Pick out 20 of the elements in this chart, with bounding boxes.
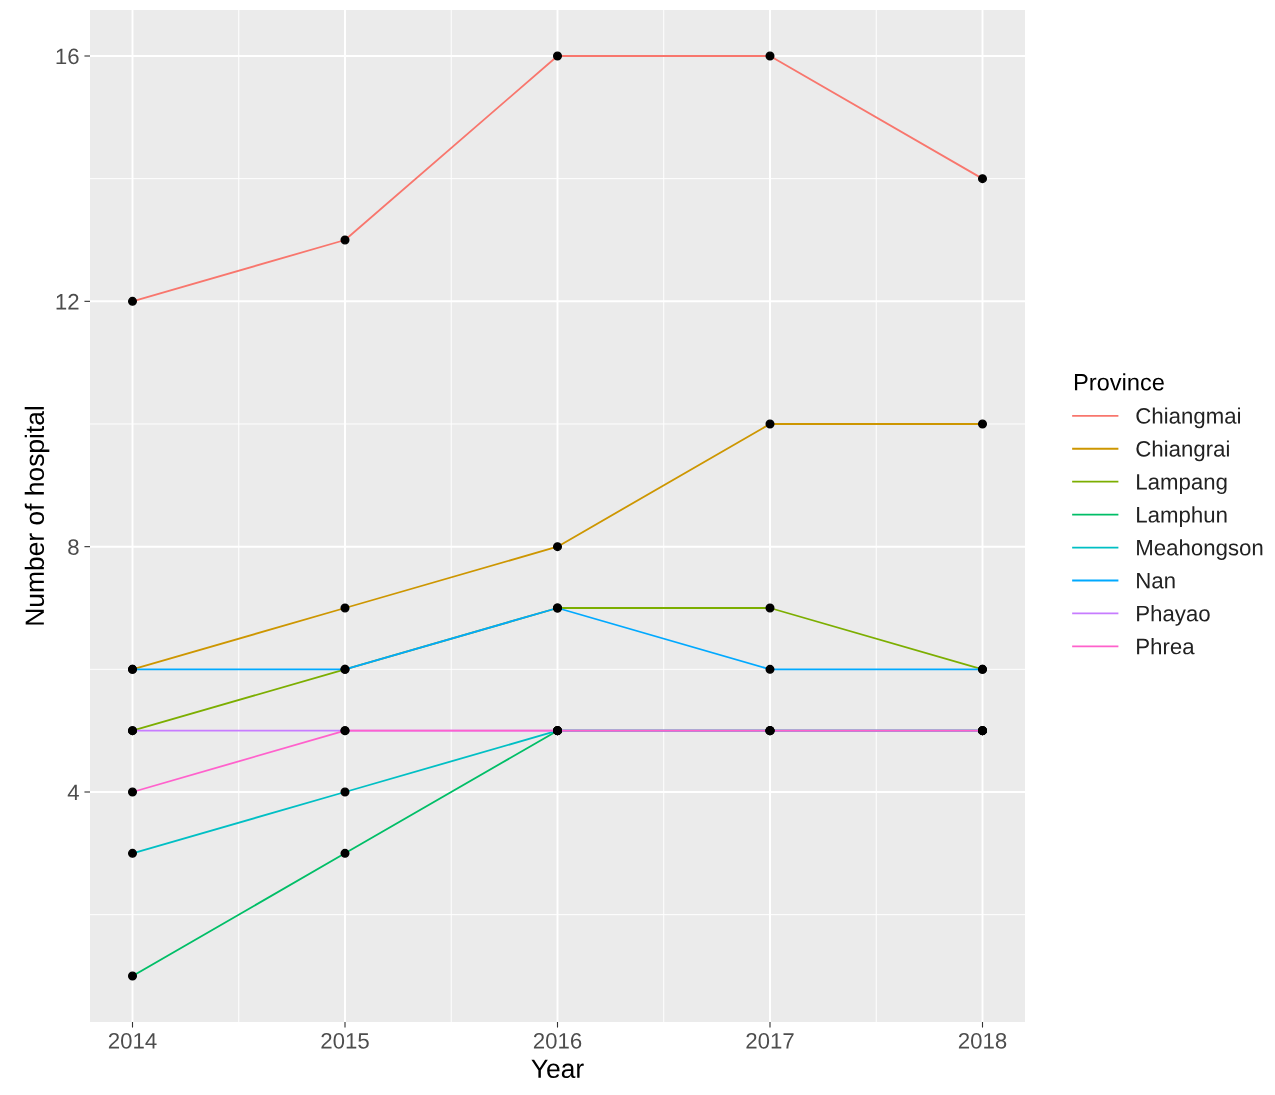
y-tick-label: 16: [56, 48, 79, 65]
y-tick-label: 12: [56, 293, 79, 310]
x-tick-label: 2016: [533, 1033, 582, 1049]
legend-label: Phrea: [1137, 638, 1195, 655]
legend-label: Nan: [1137, 572, 1175, 589]
x-tick-label: 2017: [746, 1033, 794, 1049]
legend-label: Meahongson: [1137, 539, 1263, 560]
legend-label: Chiangmai: [1136, 407, 1240, 429]
y-axis-title: Number of hospital: [24, 407, 50, 625]
x-axis-title: Year: [531, 1059, 584, 1079]
x-tick-label: 2014: [108, 1033, 157, 1049]
legend-label: Phayao: [1137, 605, 1210, 626]
legend-label: Chiangrai: [1136, 440, 1229, 462]
legend-title: Province: [1074, 373, 1164, 391]
y-tick-label: 4: [67, 784, 79, 801]
x-tick-label: 2015: [321, 1033, 369, 1049]
y-tick-label: 8: [68, 539, 79, 555]
x-tick-label: 2018: [958, 1033, 1007, 1049]
legend-label: Lampang: [1137, 474, 1227, 495]
legend-label: Lamphun: [1137, 506, 1227, 528]
